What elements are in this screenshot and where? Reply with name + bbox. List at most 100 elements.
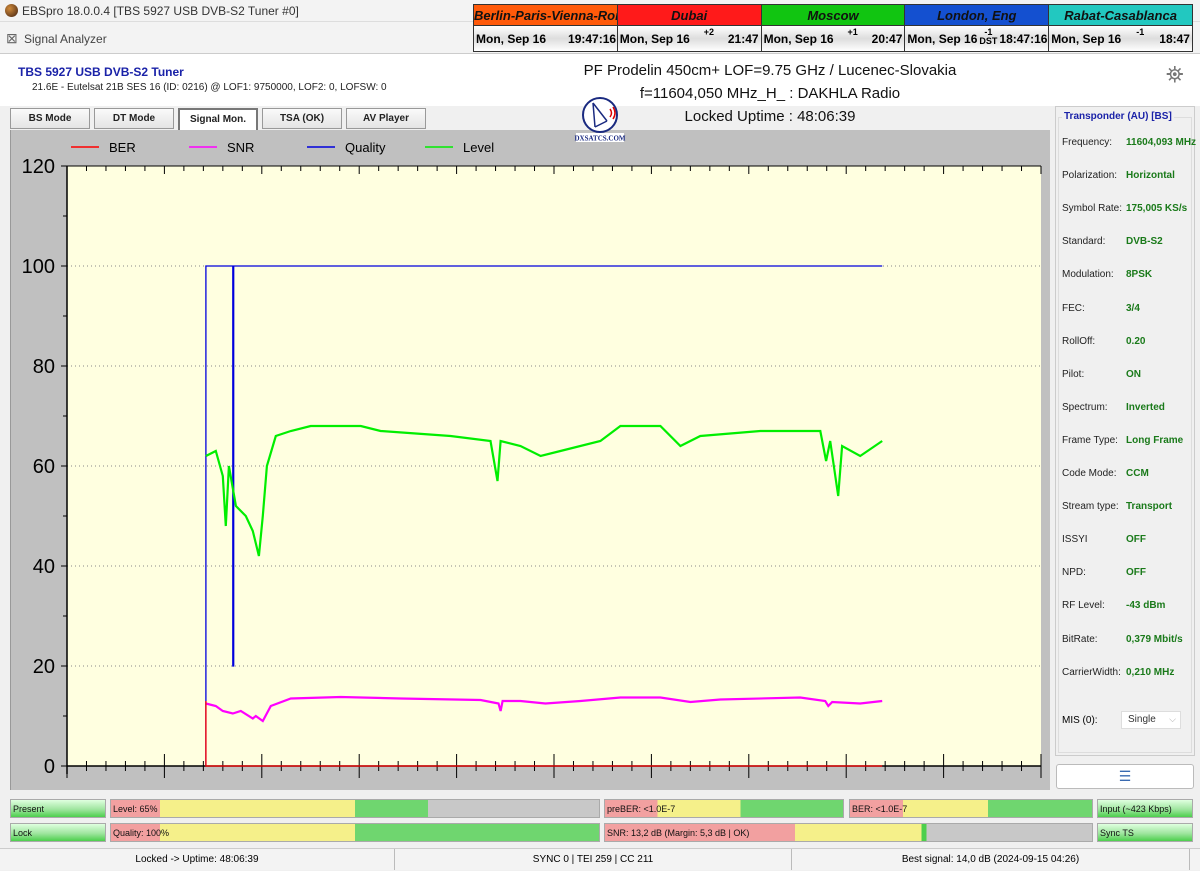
locked-uptime: Locked Uptime : 48:06:39 bbox=[684, 108, 856, 125]
row-label: Polarization: bbox=[1062, 170, 1118, 182]
tab-bs-mode[interactable]: BS Mode bbox=[10, 108, 90, 129]
clock-2: Moscow Mon, Sep 16 +1 20:47 bbox=[761, 5, 906, 51]
row-value: ON bbox=[1126, 368, 1141, 380]
series-ber-line bbox=[205, 701, 883, 767]
clock-city: London, Eng bbox=[905, 5, 1049, 26]
row-value: CCM bbox=[1126, 468, 1149, 479]
transponder-row: Polarization: Horizontal bbox=[1062, 170, 1194, 181]
dxsatcs-logo: DXSATCS.COM bbox=[574, 97, 626, 143]
lock-indicator: Lock bbox=[10, 823, 106, 842]
row-value: Long Frame bbox=[1126, 434, 1184, 446]
app-icon bbox=[5, 4, 18, 17]
status-sync: SYNC 0 | TEI 259 | CC 211 bbox=[395, 849, 792, 870]
y-tick-label: 40 bbox=[33, 556, 55, 578]
clock-city: Rabat-Casablanca bbox=[1049, 5, 1192, 26]
row-value: OFF bbox=[1126, 567, 1146, 579]
clock-time: 20:47 bbox=[871, 31, 903, 46]
chevron-down-icon: ⌵ bbox=[1169, 714, 1176, 724]
transponder-title: Transponder (AU) [BS] bbox=[1062, 111, 1174, 122]
list-view-button[interactable]: ☰ bbox=[1056, 764, 1194, 789]
transponder-row: Pilot: ON bbox=[1062, 369, 1194, 380]
tab-dt-mode[interactable]: DT Mode bbox=[94, 108, 174, 129]
row-value: Inverted bbox=[1126, 401, 1165, 413]
row-label: Frequency: bbox=[1062, 137, 1113, 148]
row-value: -43 dBm bbox=[1126, 600, 1166, 612]
tab-tsa-ok[interactable]: TSA (OK) bbox=[262, 108, 342, 129]
svg-text:DXSATCS.COM: DXSATCS.COM bbox=[574, 135, 625, 143]
row-label: Code Mode: bbox=[1062, 468, 1117, 479]
legend-label-quality: Quality bbox=[345, 140, 386, 155]
tuner-info: 21.6E - Eutelsat 21B SES 16 (ID: 0216) @… bbox=[32, 82, 387, 93]
clock-date: Mon, Sep 16 bbox=[619, 31, 690, 46]
clock-0: Berlin-Paris-Vienna-Roma Mon, Sep 16 19:4… bbox=[474, 5, 618, 51]
row-label: Spectrum: bbox=[1062, 401, 1108, 413]
series-snr-line bbox=[205, 695, 883, 723]
sync-indicator: Sync TS bbox=[1097, 823, 1193, 842]
transponder-row: ISSYI OFF bbox=[1062, 534, 1194, 545]
clock-offset: -1 bbox=[1136, 27, 1145, 37]
row-label: NPD: bbox=[1062, 567, 1086, 579]
clock-date: Mon, Sep 16 bbox=[763, 31, 834, 46]
clock-time: 18:47:16 bbox=[999, 31, 1048, 46]
tab-av-player[interactable]: AV Player bbox=[346, 108, 426, 129]
chart-svg: 0 20 40 60 80 100 120 BER SNR Quality Level bbox=[22, 140, 1042, 778]
clock-time: 21:47 bbox=[727, 31, 759, 46]
mis-select[interactable]: Single ⌵ bbox=[1121, 711, 1181, 729]
preber-meter: preBER: <1.0E-7 bbox=[604, 799, 844, 818]
row-label: Frame Type: bbox=[1062, 434, 1118, 446]
row-label: Symbol Rate: bbox=[1062, 203, 1123, 215]
transponder-row: Code Mode: CCM bbox=[1062, 468, 1194, 479]
clock-time: 19:47:16 bbox=[568, 31, 617, 46]
row-value: DVB-S2 bbox=[1126, 236, 1163, 248]
list-icon: ☰ bbox=[1118, 768, 1132, 784]
tab-signal-mon[interactable]: Signal Mon. bbox=[178, 108, 258, 130]
clock-city: Dubai bbox=[617, 5, 761, 26]
satellite-dish-icon: ⊠ bbox=[6, 30, 18, 46]
mis-value: Single bbox=[1128, 714, 1156, 725]
legend-label-ber: BER bbox=[109, 140, 136, 155]
y-tick-label: 100 bbox=[22, 256, 55, 278]
legend-label-snr: SNR bbox=[227, 140, 254, 155]
present-indicator: Present bbox=[10, 799, 106, 818]
y-tick-label: 60 bbox=[33, 456, 55, 478]
row-label: Modulation: bbox=[1062, 269, 1114, 281]
signal-chart: 0 20 40 60 80 100 120 BER SNR Quality Level bbox=[10, 130, 1050, 790]
transponder-row: Stream type: Transport bbox=[1062, 501, 1194, 512]
quality-meter: Quality: 100% bbox=[110, 823, 600, 842]
transponder-row: Modulation: 8PSK bbox=[1062, 269, 1194, 280]
row-value: 8PSK bbox=[1126, 269, 1153, 281]
row-value: 11604,093 MHz bbox=[1126, 137, 1197, 148]
status-uptime: Locked -> Uptime: 48:06:39 bbox=[0, 849, 395, 870]
clock-offset: +2 bbox=[703, 27, 714, 37]
transponder-row: RF Level: -43 dBm bbox=[1062, 600, 1194, 611]
row-label: BitRate: bbox=[1062, 633, 1098, 645]
level-meter: Level: 65% bbox=[110, 799, 600, 818]
transponder-row: NPD: OFF bbox=[1062, 567, 1194, 578]
status-bar: Locked -> Uptime: 48:06:39 SYNC 0 | TEI … bbox=[0, 848, 1200, 870]
subwindow-title: Signal Analyzer bbox=[24, 32, 107, 46]
transponder-row: Spectrum: Inverted bbox=[1062, 402, 1194, 413]
world-clocks: Berlin-Paris-Vienna-Roma Mon, Sep 1619:4… bbox=[473, 4, 1193, 52]
row-value: 175,005 KS/s bbox=[1126, 203, 1188, 215]
transponder-row: Frequency: 11604,093 MHz bbox=[1062, 137, 1197, 148]
satellite-dish-icon[interactable]: ⛯ bbox=[1166, 62, 1184, 87]
transponder-panel: Transponder (AU) [BS] Frequency: 11604,09… bbox=[1055, 106, 1197, 756]
legend-label-level: Level bbox=[463, 140, 494, 155]
mode-tabs: BS Mode DT Mode Signal Mon. TSA (OK) AV Play… bbox=[10, 108, 426, 130]
row-label: RF Level: bbox=[1062, 600, 1105, 612]
snr-meter: SNR: 13,2 dB (Margin: 5,3 dB | OK) bbox=[604, 823, 1093, 842]
row-label: RollOff: bbox=[1062, 335, 1096, 347]
channel-info: f=11604,050 MHz_H_ : DAKHLA Radio bbox=[639, 85, 901, 102]
status-best-signal: Best signal: 14,0 dB (2024-09-15 04:26) bbox=[792, 849, 1190, 870]
ber-meter: BER: <1.0E-7 bbox=[849, 799, 1093, 818]
tuner-name: TBS 5927 USB DVB-S2 Tuner bbox=[18, 65, 184, 79]
row-value: 0,379 Mbit/s bbox=[1126, 633, 1183, 645]
y-tick-label: 120 bbox=[22, 156, 55, 178]
plot-area bbox=[67, 166, 1041, 766]
transponder-row: Frame Type: Long Frame bbox=[1062, 435, 1194, 446]
clock-3: London, Eng Mon, Sep 16 -1 DST 18:47:16 bbox=[905, 5, 1050, 51]
row-label: Standard: bbox=[1062, 236, 1106, 248]
clock-offset: -1 DST bbox=[979, 27, 998, 46]
row-label: ISSYI bbox=[1062, 534, 1088, 546]
mis-label: MIS (0): bbox=[1062, 715, 1098, 726]
